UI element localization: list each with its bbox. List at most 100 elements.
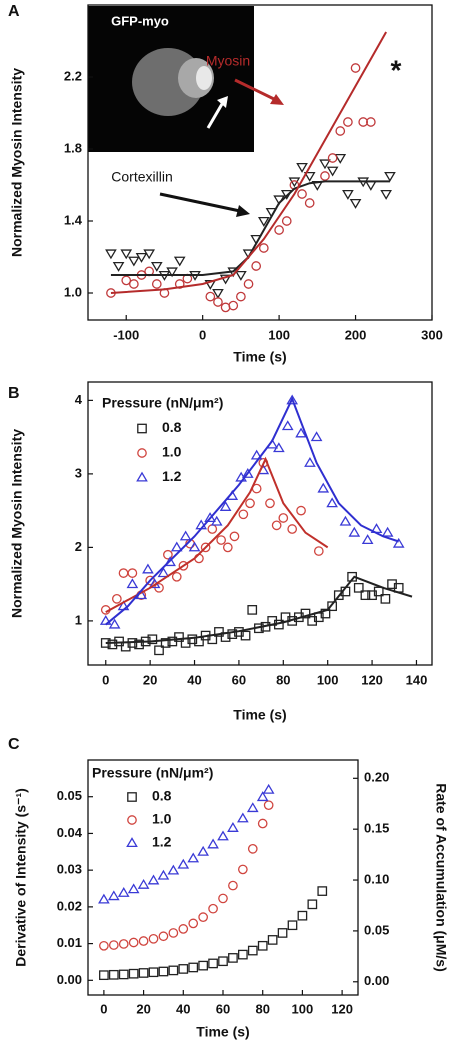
point (126, 578, 139, 589)
legend-label: 1.2 (162, 468, 182, 484)
legend-title: Pressure (nN/μm²) (92, 765, 213, 781)
point (108, 969, 119, 980)
point (265, 498, 275, 509)
point (304, 456, 316, 467)
point (118, 568, 129, 578)
y2-tick-label: 0.20 (364, 770, 389, 785)
point (380, 189, 392, 200)
point (236, 291, 246, 302)
point (358, 117, 369, 127)
point (307, 899, 318, 910)
x-tick-label: 20 (136, 1001, 150, 1016)
point (121, 275, 132, 286)
point (148, 933, 159, 944)
point (188, 541, 201, 552)
point (216, 535, 227, 545)
annotation-arrowhead (236, 205, 250, 217)
annotation-arrow (234, 78, 277, 102)
y-tick-label: 0.02 (57, 898, 82, 913)
point (142, 563, 154, 574)
annotation: Cortexillin (111, 169, 172, 185)
point (238, 864, 248, 875)
point (349, 198, 362, 209)
point (218, 956, 228, 967)
point (334, 153, 347, 164)
point (238, 509, 249, 520)
inset-label: GFP-myo (111, 13, 169, 28)
point (213, 297, 223, 307)
point (365, 117, 376, 127)
point (335, 126, 346, 136)
x-tick-label: 140 (406, 672, 428, 687)
x-tick-label: 120 (361, 672, 383, 687)
x-axis-title: Time (s) (233, 349, 286, 365)
point (286, 394, 299, 405)
point (177, 858, 190, 869)
point (173, 256, 186, 267)
x-tick-label: 120 (331, 1001, 353, 1016)
plot-frame (87, 4, 433, 321)
point (257, 940, 268, 951)
point (287, 524, 298, 534)
y-tick-label: 1 (75, 612, 82, 627)
point (360, 590, 371, 601)
point (147, 874, 160, 885)
point (251, 261, 262, 271)
point (247, 605, 258, 615)
point (129, 279, 139, 289)
x-tick-label: 40 (187, 672, 201, 687)
point (128, 937, 139, 948)
point (227, 822, 239, 832)
y-tick-label: 1.4 (64, 212, 83, 227)
point (150, 261, 163, 272)
y-tick-label: 2 (75, 539, 82, 554)
point (158, 931, 169, 942)
point (257, 818, 268, 829)
point (205, 291, 216, 302)
x-axis-title: Time (s) (196, 1024, 249, 1040)
annotation-arrowhead (270, 94, 284, 105)
legend-marker (127, 815, 137, 825)
point (229, 531, 240, 542)
y-axis-title: Derivative of Intensity (s⁻¹) (13, 788, 29, 967)
panel-letter: C (8, 736, 20, 753)
point (342, 189, 354, 200)
point (171, 571, 182, 582)
point (348, 526, 361, 537)
point (256, 791, 269, 802)
point (138, 968, 149, 978)
point (212, 288, 224, 299)
y-tick-label: 0.01 (57, 935, 82, 950)
x-tick-label: 40 (176, 1001, 190, 1016)
point (327, 601, 337, 612)
y2-tick-label: 0.15 (364, 821, 389, 836)
point (167, 864, 180, 875)
point (135, 252, 148, 263)
point (179, 530, 192, 541)
point (157, 869, 170, 880)
point (350, 63, 361, 73)
point (164, 556, 176, 567)
point (353, 582, 364, 593)
x-tick-label: 60 (216, 1001, 230, 1016)
x-tick-label: 80 (255, 1001, 269, 1016)
point (219, 274, 232, 285)
point (271, 520, 282, 531)
fit-line (105, 575, 413, 644)
point (98, 893, 110, 904)
point (208, 958, 218, 969)
point (278, 513, 289, 523)
point (117, 887, 130, 897)
annotation: Myosin (206, 53, 250, 69)
point (296, 505, 306, 516)
point (163, 549, 173, 560)
point (174, 632, 184, 642)
point (304, 198, 315, 208)
y-tick-label: 1.0 (64, 284, 82, 299)
point (108, 618, 121, 629)
y-tick-label: 2.2 (64, 68, 82, 83)
point (381, 526, 394, 537)
point (281, 216, 292, 226)
x-tick-label: 0 (102, 672, 109, 687)
